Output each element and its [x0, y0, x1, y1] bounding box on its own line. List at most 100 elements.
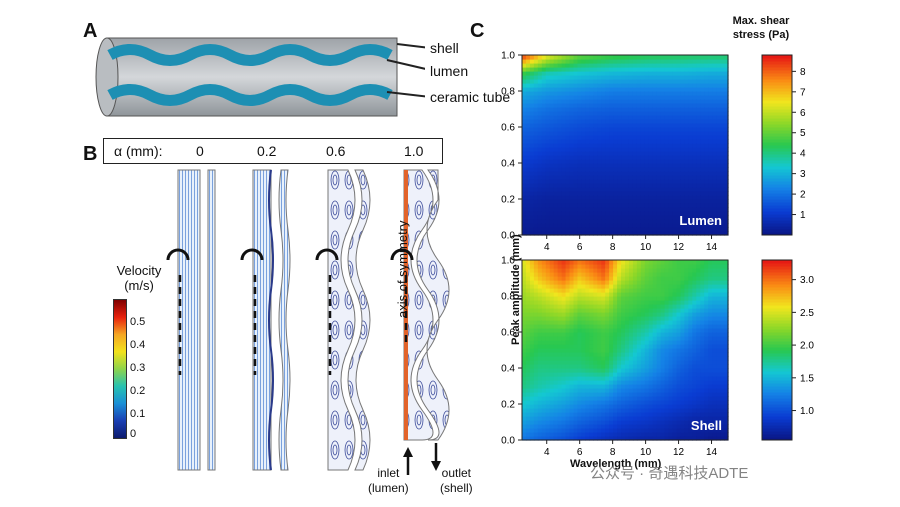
heatmap-cell-shell — [720, 284, 725, 289]
heatmap-cell-lumen — [549, 203, 555, 208]
heatmap-cell-lumen — [613, 179, 618, 184]
heatmap-cell-lumen — [625, 187, 630, 192]
heatmap-cell-shell — [648, 388, 654, 393]
heatmap-cell-lumen — [700, 143, 705, 148]
heatmap-cell-shell — [613, 352, 618, 357]
heatmap-cell-lumen — [720, 171, 725, 176]
heatmap-cell-lumen — [625, 111, 630, 116]
heatmap-cell-lumen — [565, 171, 571, 176]
heatmap-cell-lumen — [553, 131, 559, 136]
heatmap-cell-shell — [700, 428, 705, 433]
heatmap-cell-shell — [672, 388, 678, 393]
heatmap-cell-lumen — [656, 123, 662, 128]
heatmap-cell-shell — [557, 284, 563, 289]
heatmap-cell-shell — [525, 264, 531, 269]
heatmap-cell-lumen — [585, 163, 590, 168]
heatmap-cell-shell — [581, 276, 586, 281]
colorbar-segment-shell — [762, 347, 792, 351]
heatmap-cell-shell — [656, 416, 662, 421]
heatmap-cell-lumen — [696, 203, 701, 208]
heatmap-cell-lumen — [700, 179, 705, 184]
heatmap-cell-shell — [565, 368, 571, 373]
heatmap-cell-lumen — [581, 211, 586, 216]
heatmap-cell-shell — [684, 428, 689, 433]
heatmap-cell-shell — [573, 428, 579, 433]
heatmap-cell-lumen — [688, 211, 693, 216]
heatmap-cell-shell — [577, 408, 583, 413]
heatmap-cell-lumen — [522, 199, 527, 204]
heatmap-cell-lumen — [553, 215, 559, 220]
heatmap-cell-shell — [613, 356, 618, 361]
heatmap-cell-shell — [565, 320, 571, 325]
heatmap-cell-lumen — [581, 99, 586, 104]
heatmap-cell-shell — [561, 296, 567, 301]
heatmap-cell-lumen — [549, 183, 555, 188]
heatmap-cell-lumen — [589, 163, 594, 168]
heatmap-cell-shell — [577, 412, 583, 417]
heatmap-cell-shell — [561, 308, 567, 313]
y-tick-label-lumen: 0.8 — [501, 87, 515, 98]
heatmap-cell-shell — [569, 424, 575, 429]
heatmap-cell-lumen — [605, 171, 610, 176]
heatmap-cell-lumen — [640, 55, 646, 60]
heatmap-cell-lumen — [628, 187, 634, 192]
heatmap-cell-lumen — [680, 203, 686, 208]
heatmap-cell-shell — [632, 436, 638, 441]
heatmap-cell-shell — [601, 304, 606, 309]
heatmap-cell-lumen — [672, 151, 678, 156]
heatmap-cell-shell — [557, 392, 563, 397]
heatmap-cell-shell — [696, 416, 701, 421]
heatmap-cell-shell — [573, 280, 579, 285]
heatmap-cell-shell — [569, 300, 575, 305]
heatmap-cell-shell — [529, 260, 535, 265]
heatmap-cell-shell — [589, 344, 594, 349]
heatmap-cell-shell — [672, 280, 678, 285]
heatmap-cell-shell — [712, 384, 717, 389]
heatmap-cell-shell — [525, 280, 531, 285]
heatmap-cell-lumen — [712, 151, 717, 156]
heatmap-cell-shell — [668, 296, 674, 301]
heatmap-cell-lumen — [668, 203, 674, 208]
heatmap-cell-lumen — [577, 131, 583, 136]
heatmap-cell-lumen — [585, 139, 590, 144]
heatmap-cell-shell — [724, 392, 729, 397]
heatmap-cell-shell — [632, 264, 638, 269]
heatmap-cell-lumen — [648, 179, 654, 184]
heatmap-cell-shell — [716, 400, 721, 405]
heatmap-cell-shell — [573, 356, 579, 361]
heatmap-cell-lumen — [708, 171, 713, 176]
heatmap-cell-shell — [652, 356, 658, 361]
heatmap-cell-shell — [537, 268, 543, 273]
heatmap-cell-shell — [648, 356, 654, 361]
heatmap-cell-lumen — [660, 207, 666, 212]
heatmap-cell-shell — [577, 268, 583, 273]
heatmap-cell-shell — [553, 352, 559, 357]
heatmap-cell-shell — [636, 296, 642, 301]
heatmap-cell-lumen — [545, 123, 551, 128]
heatmap-cell-shell — [549, 288, 555, 293]
heatmap-cell-shell — [644, 380, 650, 385]
heatmap-cell-shell — [529, 380, 535, 385]
heatmap-cell-lumen — [676, 191, 682, 196]
heatmap-cell-shell — [636, 404, 642, 409]
heatmap-cell-shell — [585, 396, 590, 401]
heatmap-cell-shell — [525, 268, 531, 273]
heatmap-cell-shell — [640, 280, 646, 285]
heatmap-cell-shell — [529, 424, 535, 429]
heatmap-cell-lumen — [601, 143, 606, 148]
heatmap-cell-lumen — [573, 63, 579, 68]
heatmap-cell-lumen — [522, 103, 527, 108]
heatmap-cell-lumen — [708, 203, 713, 208]
heatmap-cell-shell — [593, 396, 598, 401]
heatmap-cell-lumen — [585, 99, 590, 104]
heatmap-cell-lumen — [593, 167, 598, 172]
heatmap-cell-lumen — [684, 75, 689, 80]
heatmap-cell-shell — [664, 344, 670, 349]
heatmap-cell-shell — [525, 416, 531, 421]
heatmap-cell-shell — [529, 272, 535, 277]
heatmap-cell-shell — [708, 436, 713, 441]
heatmap-cell-lumen — [688, 99, 693, 104]
heatmap-cell-shell — [605, 424, 610, 429]
heatmap-cell-shell — [565, 388, 571, 393]
heatmap-cell-lumen — [569, 143, 575, 148]
